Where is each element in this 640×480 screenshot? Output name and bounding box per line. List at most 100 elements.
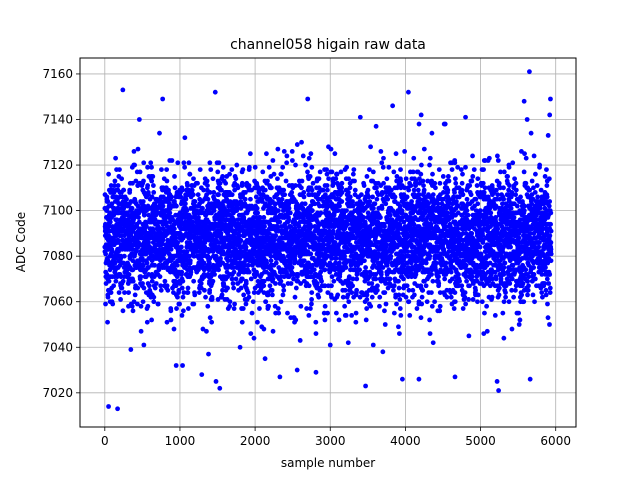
data-point bbox=[406, 187, 412, 193]
data-point bbox=[108, 183, 114, 188]
data-point bbox=[361, 215, 366, 220]
data-point bbox=[254, 205, 260, 211]
data-point bbox=[459, 187, 465, 193]
data-point bbox=[111, 283, 117, 289]
data-point bbox=[126, 271, 132, 277]
data-point bbox=[445, 187, 451, 193]
data-point bbox=[207, 287, 213, 293]
data-point bbox=[362, 258, 367, 264]
data-point bbox=[298, 303, 304, 309]
data-point bbox=[220, 174, 225, 179]
data-point bbox=[454, 199, 459, 204]
data-point bbox=[277, 219, 283, 225]
data-point bbox=[317, 169, 323, 175]
data-point bbox=[126, 290, 132, 296]
data-point bbox=[160, 203, 166, 209]
data-point bbox=[146, 240, 151, 245]
data-point bbox=[140, 281, 145, 286]
data-point bbox=[427, 331, 433, 337]
data-point bbox=[130, 278, 136, 284]
data-point bbox=[149, 317, 155, 323]
data-point bbox=[181, 160, 187, 166]
data-point bbox=[279, 196, 285, 202]
data-point bbox=[257, 306, 262, 311]
data-point bbox=[418, 315, 424, 321]
data-point bbox=[432, 299, 437, 305]
data-point bbox=[280, 164, 286, 170]
data-point bbox=[109, 249, 115, 255]
data-point bbox=[343, 312, 349, 318]
data-point bbox=[453, 180, 459, 186]
data-point bbox=[157, 274, 163, 280]
data-point bbox=[382, 322, 388, 327]
data-point bbox=[262, 356, 268, 362]
data-point bbox=[381, 180, 386, 186]
data-point bbox=[419, 162, 424, 168]
data-point bbox=[295, 271, 301, 277]
data-point bbox=[141, 178, 146, 184]
data-point bbox=[423, 260, 429, 266]
data-point bbox=[243, 301, 249, 307]
data-point bbox=[112, 183, 117, 188]
data-point bbox=[265, 292, 271, 298]
data-point bbox=[382, 308, 387, 314]
data-point bbox=[249, 310, 255, 316]
data-point bbox=[131, 148, 137, 154]
data-point bbox=[379, 205, 385, 211]
data-point bbox=[138, 303, 144, 309]
data-point bbox=[333, 256, 339, 261]
data-point bbox=[305, 169, 310, 175]
data-point bbox=[300, 153, 306, 159]
data-point bbox=[299, 139, 304, 145]
data-point bbox=[201, 187, 207, 193]
data-point bbox=[185, 306, 191, 311]
data-point bbox=[208, 167, 214, 173]
data-point bbox=[107, 219, 113, 225]
data-point bbox=[225, 285, 230, 291]
data-point bbox=[106, 224, 112, 229]
data-point bbox=[132, 292, 138, 298]
data-point bbox=[218, 256, 223, 261]
data-point bbox=[164, 319, 170, 325]
data-point bbox=[402, 148, 408, 154]
data-point bbox=[409, 199, 414, 204]
data-point bbox=[281, 187, 287, 193]
data-point bbox=[269, 287, 275, 293]
data-point bbox=[205, 303, 211, 309]
data-point bbox=[308, 306, 313, 311]
data-point bbox=[346, 189, 351, 195]
data-point bbox=[352, 187, 358, 193]
data-point bbox=[152, 262, 158, 268]
data-point bbox=[368, 303, 374, 309]
data-point bbox=[384, 242, 389, 248]
data-point bbox=[202, 287, 207, 293]
data-point bbox=[243, 244, 249, 250]
data-point bbox=[121, 187, 127, 193]
data-point bbox=[394, 301, 399, 307]
data-point bbox=[119, 285, 125, 291]
data-point bbox=[191, 278, 197, 284]
data-point bbox=[121, 205, 127, 211]
data-point bbox=[130, 246, 135, 252]
data-point bbox=[421, 187, 427, 193]
data-point bbox=[273, 260, 279, 266]
data-point bbox=[427, 162, 432, 168]
data-point bbox=[255, 210, 261, 216]
data-point bbox=[192, 203, 198, 209]
data-point bbox=[188, 269, 194, 275]
data-point bbox=[349, 312, 355, 318]
data-point bbox=[180, 363, 185, 368]
data-point bbox=[246, 294, 252, 300]
data-point bbox=[208, 242, 214, 248]
data-point bbox=[265, 178, 270, 184]
data-point bbox=[261, 215, 267, 220]
data-point bbox=[350, 283, 355, 289]
data-point bbox=[437, 180, 443, 186]
data-point bbox=[176, 287, 182, 293]
data-point bbox=[391, 283, 397, 289]
data-point bbox=[150, 183, 156, 188]
data-point bbox=[364, 292, 370, 298]
data-point bbox=[332, 151, 338, 157]
data-point bbox=[405, 249, 411, 255]
data-point bbox=[106, 278, 112, 284]
